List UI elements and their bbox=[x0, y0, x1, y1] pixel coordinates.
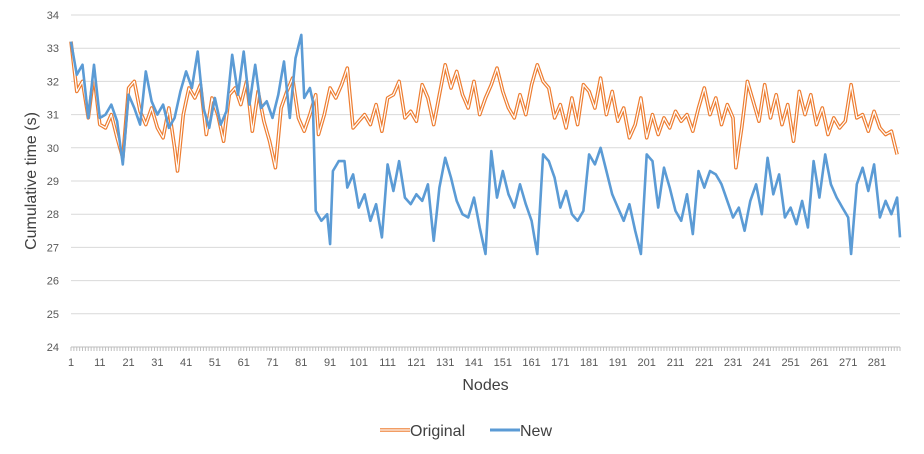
x-tick-label: 171 bbox=[551, 357, 569, 369]
x-tick-label: 251 bbox=[781, 357, 799, 369]
x-tick-label: 241 bbox=[753, 357, 771, 369]
y-tick-label: 26 bbox=[47, 276, 59, 288]
series-line-new bbox=[69, 33, 902, 256]
x-tick-label: 231 bbox=[724, 357, 742, 369]
x-axis-tick-labels: 1 11 21 31 41 51 61 71 81 91 101 111 121 131 141 151 161… bbox=[68, 347, 901, 369]
x-tick-label: 81 bbox=[295, 357, 307, 369]
y-tick-label: 33 bbox=[47, 43, 59, 55]
y-axis-title: Cumulative time (s) bbox=[23, 112, 40, 250]
legend-item-original: Original bbox=[380, 423, 465, 440]
x-axis-title: Nodes bbox=[462, 377, 508, 394]
y-tick-label: 24 bbox=[47, 342, 59, 354]
x-tick-label: 261 bbox=[810, 357, 828, 369]
x-tick-label: 281 bbox=[868, 357, 886, 369]
x-tick-label: 111 bbox=[379, 357, 396, 369]
x-tick-label: 61 bbox=[238, 357, 250, 369]
y-tick-label: 27 bbox=[47, 242, 59, 254]
y-tick-label: 28 bbox=[47, 209, 59, 221]
x-tick-label: 31 bbox=[151, 357, 163, 369]
legend: Original New bbox=[380, 423, 552, 440]
x-tick-label: 51 bbox=[209, 357, 221, 369]
x-tick-label: 161 bbox=[522, 357, 540, 369]
y-tick-label: 32 bbox=[47, 76, 59, 88]
x-tick-label: 201 bbox=[638, 357, 656, 369]
x-tick-label: 101 bbox=[350, 357, 368, 369]
y-tick-label: 31 bbox=[47, 110, 59, 122]
x-tick-label: 91 bbox=[324, 357, 336, 369]
legend-item-new: New bbox=[490, 423, 552, 440]
y-tick-label: 30 bbox=[47, 143, 59, 155]
x-tick-label: 1 bbox=[68, 357, 74, 369]
x-tick-label: 131 bbox=[436, 357, 454, 369]
x-tick-label: 271 bbox=[839, 357, 857, 369]
x-tick-label: 21 bbox=[122, 357, 134, 369]
y-tick-label: 29 bbox=[47, 176, 59, 188]
y-tick-label: 34 bbox=[47, 10, 59, 22]
series-new bbox=[69, 33, 902, 256]
y-axis-tick-labels: 24 25 26 27 28 29 30 31 32 33 34 bbox=[47, 10, 59, 354]
y-tick-label: 25 bbox=[47, 309, 59, 321]
x-tick-label: 141 bbox=[465, 357, 483, 369]
x-tick-label: 121 bbox=[407, 357, 425, 369]
gridlines bbox=[71, 14, 900, 348]
x-tick-label: 221 bbox=[695, 357, 713, 369]
legend-label: Original bbox=[410, 423, 465, 440]
series-original bbox=[69, 41, 899, 173]
x-tick-label: 211 bbox=[667, 357, 685, 369]
x-tick-label: 41 bbox=[180, 357, 192, 369]
x-tick-label: 151 bbox=[494, 357, 512, 369]
series-layer bbox=[69, 33, 902, 256]
legend-label: New bbox=[520, 423, 552, 440]
x-tick-label: 11 bbox=[94, 357, 105, 369]
series-line-inner-original bbox=[70, 41, 898, 172]
x-tick-label: 71 bbox=[266, 357, 278, 369]
x-tick-label: 181 bbox=[580, 357, 598, 369]
x-tick-label: 191 bbox=[609, 357, 627, 369]
